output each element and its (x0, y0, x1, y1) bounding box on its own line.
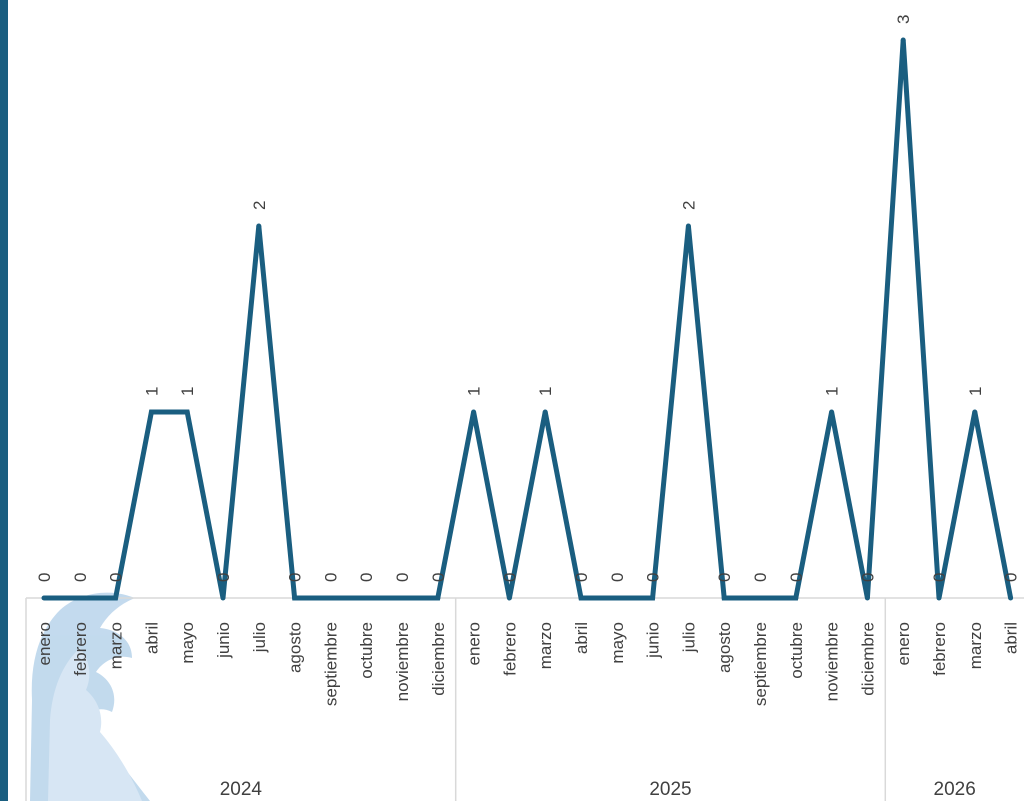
x-tick-label: junio (644, 622, 663, 659)
data-point (793, 595, 799, 601)
x-tick-label: septiembre (321, 622, 340, 706)
x-tick-label: marzo (966, 622, 985, 669)
x-tick-label: agosto (715, 622, 734, 673)
data-label: 0 (393, 573, 412, 582)
data-label: 1 (536, 387, 555, 396)
x-tick-label: enero (465, 622, 484, 665)
data-label: 0 (500, 573, 519, 582)
data-label: 0 (286, 573, 305, 582)
x-tick-label: junio (214, 622, 233, 659)
data-point (220, 595, 226, 601)
x-tick-label: julio (250, 622, 269, 653)
year-group-label: 2025 (649, 779, 691, 800)
data-label: 1 (823, 387, 842, 396)
x-tick-label: diciembre (429, 622, 448, 696)
data-label: 0 (858, 573, 877, 582)
data-point (614, 595, 620, 601)
data-point (721, 595, 727, 601)
x-tick-label: febrero (930, 622, 949, 676)
data-label: 2 (679, 201, 698, 210)
data-label: 0 (71, 573, 90, 582)
data-label: 0 (787, 573, 806, 582)
data-label: 0 (751, 573, 770, 582)
data-label: 0 (214, 573, 233, 582)
x-tick-label: octubre (787, 622, 806, 679)
x-tick-label: abril (142, 622, 161, 654)
data-label: 0 (357, 573, 376, 582)
data-point (578, 595, 584, 601)
data-point (327, 595, 333, 601)
data-point (1008, 595, 1014, 601)
series-line (44, 39, 1014, 601)
year-group-label: 2024 (220, 779, 263, 800)
data-point (256, 223, 262, 229)
data-point (363, 595, 369, 601)
data-point (900, 37, 906, 43)
data-point (148, 409, 154, 415)
data-label: 0 (715, 573, 734, 582)
data-point (113, 595, 119, 601)
data-point (936, 595, 942, 601)
x-tick-label: marzo (536, 622, 555, 669)
year-group-label: 2026 (934, 779, 976, 800)
data-point (184, 409, 190, 415)
data-point (685, 223, 691, 229)
data-label: 0 (608, 573, 627, 582)
data-point (757, 595, 763, 601)
x-tick-label: septiembre (751, 622, 770, 706)
x-tick-label: febrero (71, 622, 90, 676)
x-tick-label: noviembre (823, 622, 842, 701)
data-label: 1 (142, 387, 161, 396)
data-label: 0 (321, 573, 340, 582)
data-label: 0 (429, 573, 448, 582)
data-label: 1 (465, 387, 484, 396)
data-label: 3 (894, 15, 913, 24)
data-point (829, 409, 835, 415)
data-point (972, 409, 978, 415)
x-tick-label: diciembre (858, 622, 877, 696)
woman-profile-silhouette-icon (30, 592, 150, 801)
data-label: 0 (1002, 573, 1021, 582)
x-tick-label: abril (1002, 622, 1021, 654)
data-label: 1 (178, 387, 197, 396)
x-tick-label: mayo (178, 622, 197, 664)
x-tick-label: enero (35, 622, 54, 665)
data-point (471, 409, 477, 415)
x-tick-label: octubre (357, 622, 376, 679)
data-point (650, 595, 656, 601)
data-point (864, 595, 870, 601)
x-tick-label: agosto (286, 622, 305, 673)
x-tick-label: julio (679, 622, 698, 653)
data-label: 0 (35, 573, 54, 582)
data-label: 0 (107, 573, 126, 582)
data-label: 0 (644, 573, 663, 582)
data-point (542, 409, 548, 415)
x-tick-label: noviembre (393, 622, 412, 701)
data-label: 2 (250, 201, 269, 210)
x-tick-label: abril (572, 622, 591, 654)
data-point (506, 595, 512, 601)
data-point (435, 595, 441, 601)
data-point (77, 595, 83, 601)
x-tick-label: febrero (500, 622, 519, 676)
data-point (399, 595, 405, 601)
data-point (41, 595, 47, 601)
data-label: 1 (966, 387, 985, 396)
left-accent-bar (0, 0, 8, 801)
x-tick-label: marzo (107, 622, 126, 669)
x-tick-label: mayo (608, 622, 627, 664)
data-point (292, 595, 298, 601)
data-label: 0 (572, 573, 591, 582)
data-label: 0 (930, 573, 949, 582)
x-tick-label: enero (894, 622, 913, 665)
